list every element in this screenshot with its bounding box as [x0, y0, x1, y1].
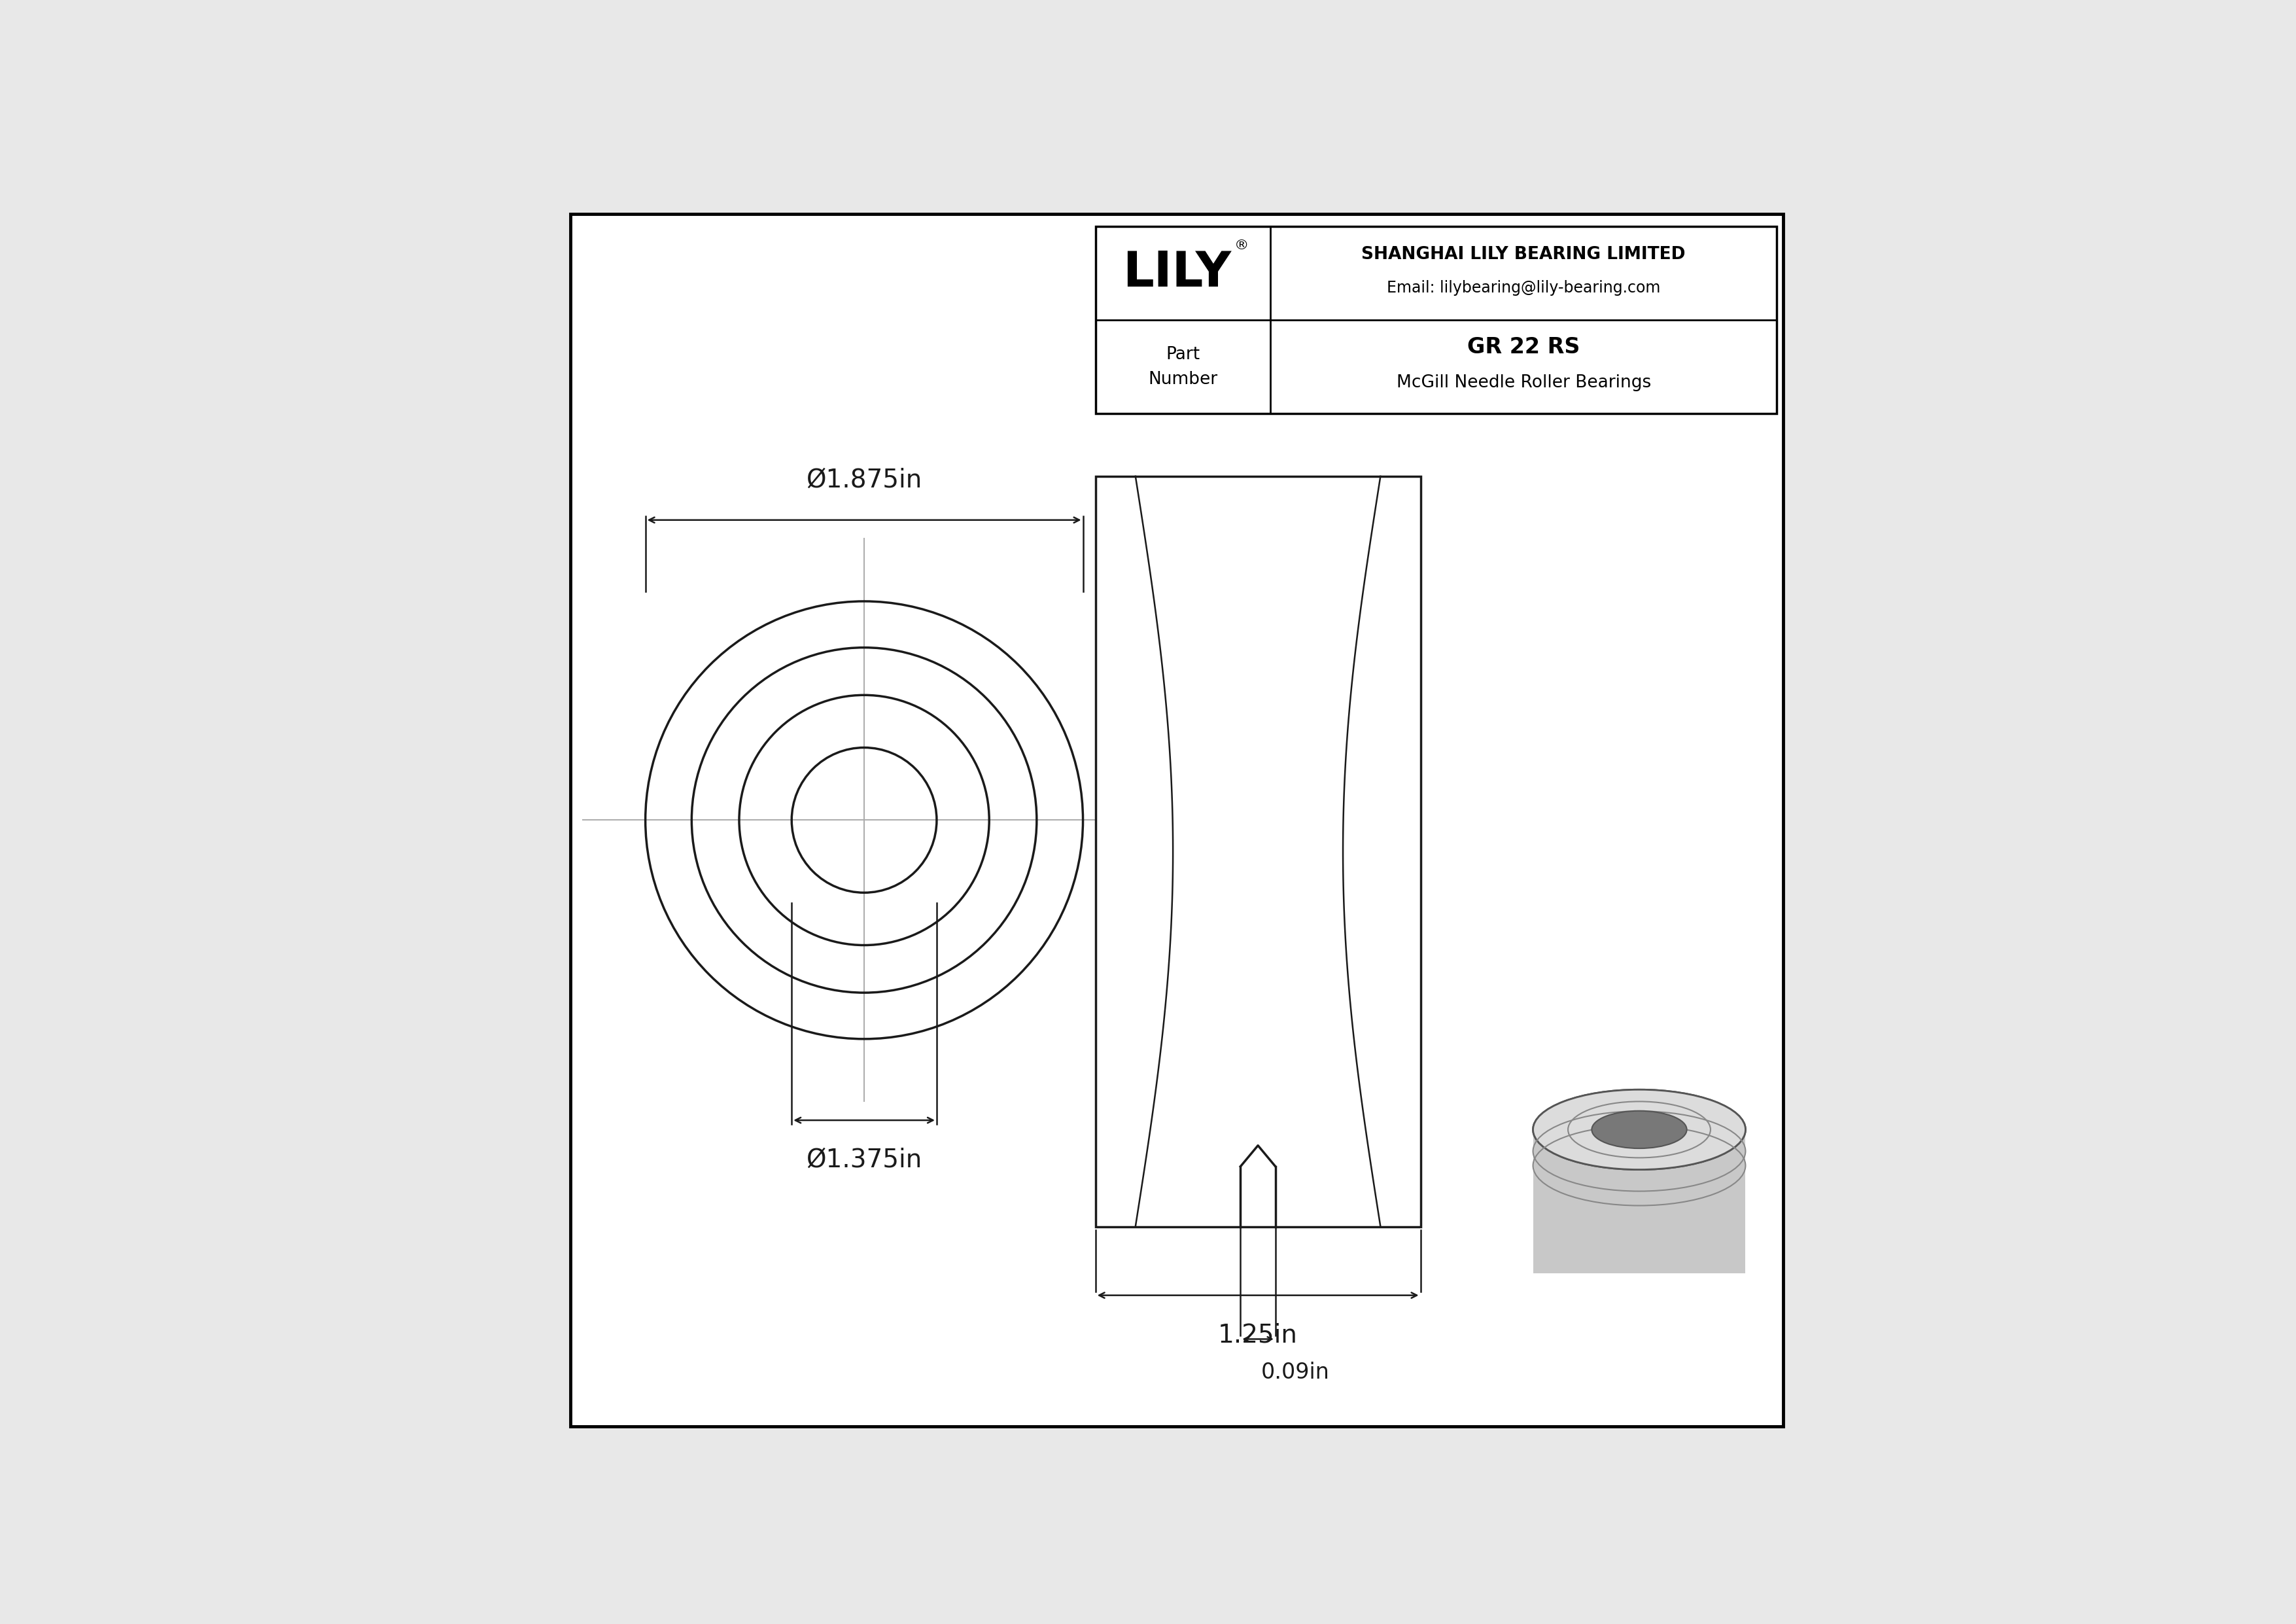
Text: Email: lilybearing@lily-bearing.com: Email: lilybearing@lily-bearing.com: [1387, 281, 1660, 296]
Bar: [1095, 226, 1777, 414]
Text: Ø1.375in: Ø1.375in: [806, 1148, 923, 1173]
Ellipse shape: [1534, 1090, 1745, 1169]
Ellipse shape: [1534, 1090, 1745, 1169]
Text: Part
Number: Part Number: [1148, 346, 1217, 388]
Text: McGill Needle Roller Bearings: McGill Needle Roller Bearings: [1396, 375, 1651, 391]
Ellipse shape: [1591, 1111, 1688, 1148]
Text: ®: ®: [1235, 239, 1249, 252]
Text: 0.09in: 0.09in: [1261, 1361, 1329, 1384]
Text: Ø1.875in: Ø1.875in: [806, 468, 923, 492]
Text: 1.25in: 1.25in: [1219, 1324, 1297, 1348]
Text: LILY: LILY: [1123, 248, 1231, 297]
Bar: [1095, 476, 1421, 1226]
Text: SHANGHAI LILY BEARING LIMITED: SHANGHAI LILY BEARING LIMITED: [1362, 245, 1685, 263]
Bar: [1534, 1130, 1745, 1273]
Text: GR 22 RS: GR 22 RS: [1467, 336, 1580, 357]
